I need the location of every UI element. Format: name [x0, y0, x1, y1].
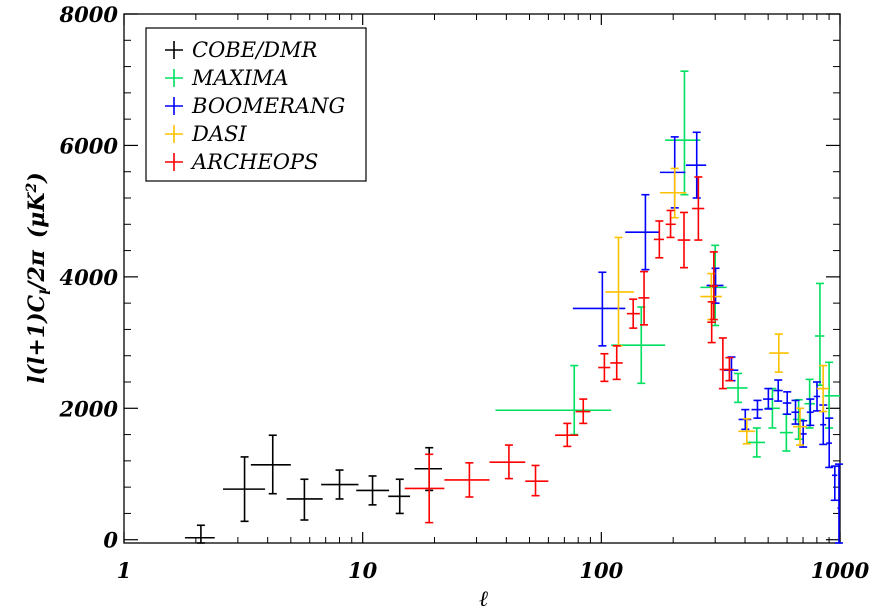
data-point-archeops: [575, 398, 591, 425]
y-axis-label: l(l+1)Cl/2π (μK2): [24, 172, 54, 383]
data-point-boomerang: [830, 465, 839, 502]
data-point-archeops: [677, 211, 691, 269]
data-point-cobe-dmr: [321, 469, 359, 500]
data-point-boomerang: [834, 463, 843, 544]
data-point-cobe-dmr: [223, 456, 266, 523]
x-tick-label: 1000: [811, 558, 870, 583]
data-point-archeops: [444, 462, 490, 498]
data-point-archeops: [489, 444, 526, 480]
legend-label: MAXIMA: [191, 66, 289, 90]
legend-label: COBE/DMR: [192, 38, 317, 62]
data-point-cobe-dmr: [184, 524, 215, 544]
legend-entry-dasi: DASI: [165, 122, 247, 146]
legend-entry-cobe-dmr: COBE/DMR: [165, 38, 317, 62]
data-point-boomerang: [825, 417, 834, 469]
data-point-boomerang: [806, 398, 815, 427]
legend-entry-boomerang: BOOMERANG: [165, 94, 345, 118]
data-point-dasi: [816, 364, 830, 413]
legend-entry-maxima: MAXIMA: [165, 66, 289, 90]
y-axis-label-unit-open: (μK: [24, 192, 50, 239]
legend-box: [145, 27, 367, 182]
plot-frame: [123, 13, 841, 544]
data-point-dasi: [792, 407, 807, 446]
data-point-dasi: [769, 333, 789, 373]
data-point-boomerang: [751, 399, 763, 419]
data-point-archeops: [665, 209, 676, 239]
data-point-dasi: [659, 167, 687, 219]
data-point-archeops: [610, 345, 623, 381]
data-point-maxima: [726, 372, 748, 404]
data-series: [184, 70, 843, 544]
data-point-cobe-dmr: [286, 478, 323, 521]
y-axis-label-unit-close: ): [24, 172, 50, 183]
y-axis-label-main: l(l+1)C: [24, 294, 50, 383]
x-tick-label: 100: [579, 558, 623, 583]
axis-ticks: 1 10 100 1000 0 2000 4000 6000 8000: [59, 2, 870, 583]
data-point-boomerang: [763, 387, 774, 410]
y-axis-label-mid: /2π: [24, 249, 50, 291]
data-point-maxima: [814, 282, 825, 387]
data-point-boomerang: [773, 379, 783, 402]
data-point-boomerang: [625, 193, 660, 271]
y-tick-label: 4000: [60, 265, 119, 290]
data-point-archeops: [725, 356, 734, 382]
data-point-archeops: [555, 422, 579, 448]
legend-label: DASI: [191, 122, 247, 146]
data-point-archeops: [525, 464, 549, 497]
data-point-boomerang: [791, 399, 800, 425]
x-axis-label: ℓ: [479, 586, 488, 612]
series-archeops: [404, 176, 734, 524]
data-point-archeops: [653, 220, 664, 259]
data-point-boomerang: [685, 131, 707, 199]
y-tick-label: 2000: [59, 396, 119, 421]
y-axis-label-unit-sup: 2: [24, 182, 40, 193]
y-tick-label: 0: [103, 528, 118, 553]
data-point-archeops: [404, 453, 445, 524]
data-point-cobe-dmr: [388, 478, 411, 515]
svg-text:l(l+1)Cl/2π(μK2): l(l+1)Cl/2π (μK2): [24, 172, 54, 383]
x-tick-label: 1: [117, 558, 132, 583]
data-point-archeops: [692, 176, 705, 241]
data-point-archeops: [718, 337, 727, 390]
y-tick-label: 6000: [60, 133, 119, 158]
data-point-cobe-dmr: [250, 434, 291, 495]
data-point-maxima: [665, 70, 701, 196]
data-point-archeops: [709, 251, 718, 321]
y-tick-label: 8000: [59, 2, 119, 27]
data-point-archeops: [626, 298, 640, 329]
legend: COBE/DMR MAXIMA BOOMERANG DASI ARCHEOPS: [145, 27, 367, 182]
legend-entry-archeops: ARCHEOPS: [165, 150, 318, 174]
data-point-maxima: [747, 427, 765, 458]
data-point-cobe-dmr: [356, 475, 390, 506]
legend-label: BOOMERANG: [191, 94, 345, 118]
x-tick-label: 10: [348, 558, 378, 583]
data-point-boomerang: [782, 391, 792, 416]
data-point-boomerang: [572, 271, 626, 347]
data-point-archeops: [638, 270, 650, 326]
data-point-dasi: [738, 417, 755, 445]
y-axis-label-sub: l: [38, 290, 54, 295]
legend-label: ARCHEOPS: [190, 150, 318, 174]
data-point-archeops: [598, 352, 611, 383]
series-cobe-dmr: [184, 434, 443, 544]
